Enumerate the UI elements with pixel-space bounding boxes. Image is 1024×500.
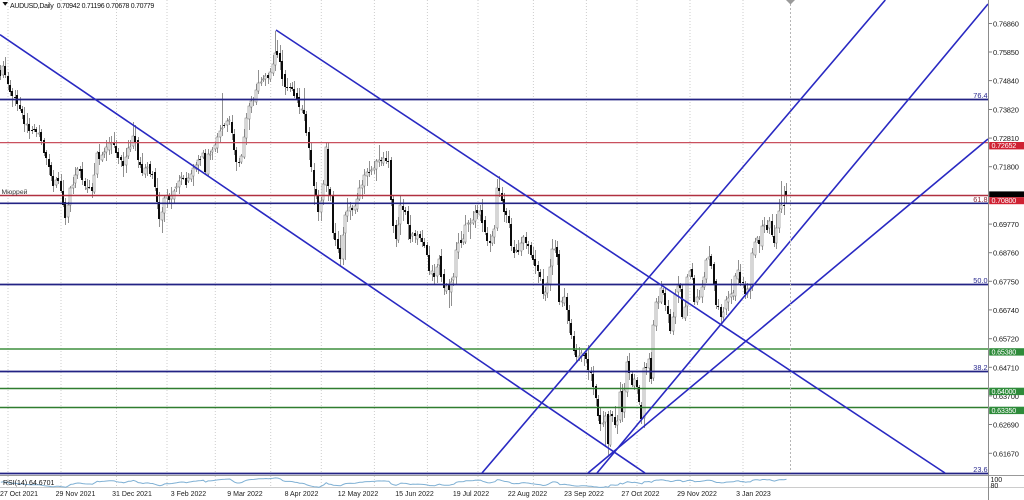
svg-text:27 Oct 2022: 27 Oct 2022 [621,491,659,498]
svg-text:RSI(14) 64.6701: RSI(14) 64.6701 [3,480,54,487]
svg-text:0.72652: 0.72652 [992,141,1017,150]
svg-text:31 Dec 2021: 31 Dec 2021 [112,491,152,498]
svg-text:0.76860: 0.76860 [993,20,1019,29]
svg-text:0.68760: 0.68760 [993,249,1019,258]
svg-text:0.64000: 0.64000 [992,387,1017,396]
svg-text:23 Sep 2022: 23 Sep 2022 [564,491,604,498]
svg-text:0.66740: 0.66740 [993,306,1019,315]
svg-text:9 Mar 2022: 9 Mar 2022 [227,491,263,498]
svg-text:76.4: 76.4 [973,91,987,100]
svg-text:50.0: 50.0 [973,276,987,285]
svg-text:0.61670: 0.61670 [993,449,1019,458]
svg-text:0.72810: 0.72810 [993,134,1019,143]
svg-text:27 Oct 2021: 27 Oct 2021 [0,491,38,498]
svg-text:8 Apr 2022: 8 Apr 2022 [285,491,319,498]
svg-text:0.73820: 0.73820 [993,106,1019,115]
svg-text:0.67750: 0.67750 [993,277,1019,286]
svg-text:0.63350: 0.63350 [992,406,1017,415]
svg-text:22 Aug 2022: 22 Aug 2022 [508,491,547,498]
svg-text:0.62690: 0.62690 [993,421,1019,430]
svg-text:0.71800: 0.71800 [993,163,1019,172]
svg-text:AUDUSD,Daily 0.70942 0.71196: AUDUSD,Daily 0.70942 0.71196 0.70678 0.7… [10,3,154,10]
svg-text:100: 100 [991,477,1003,484]
svg-text:0.70800: 0.70800 [992,196,1017,205]
svg-text:0.65720: 0.65720 [993,335,1019,344]
svg-text:23.6: 23.6 [973,465,987,474]
svg-text:61.8: 61.8 [973,195,987,204]
svg-text:15 Jun 2022: 15 Jun 2022 [395,491,434,498]
svg-text:12 May 2022: 12 May 2022 [338,491,379,498]
svg-text:0.64710: 0.64710 [993,363,1019,372]
svg-text:3 Feb 2022: 3 Feb 2022 [171,491,207,498]
svg-text:0.63700: 0.63700 [993,392,1019,401]
svg-text:80: 80 [991,483,999,490]
svg-text:0.75850: 0.75850 [993,48,1019,57]
svg-text:3 Jan 2023: 3 Jan 2023 [736,491,771,498]
svg-text:38.2: 38.2 [973,363,987,372]
svg-text:0.74840: 0.74840 [993,77,1019,86]
svg-text:0.65380: 0.65380 [992,347,1017,356]
svg-text:29 Nov 2022: 29 Nov 2022 [677,491,717,498]
svg-text:Мюррей: Мюррей [2,188,28,196]
svg-text:19 Jul 2022: 19 Jul 2022 [453,491,489,498]
svg-text:0.69770: 0.69770 [993,220,1019,229]
svg-text:29 Nov 2021: 29 Nov 2021 [56,491,96,498]
